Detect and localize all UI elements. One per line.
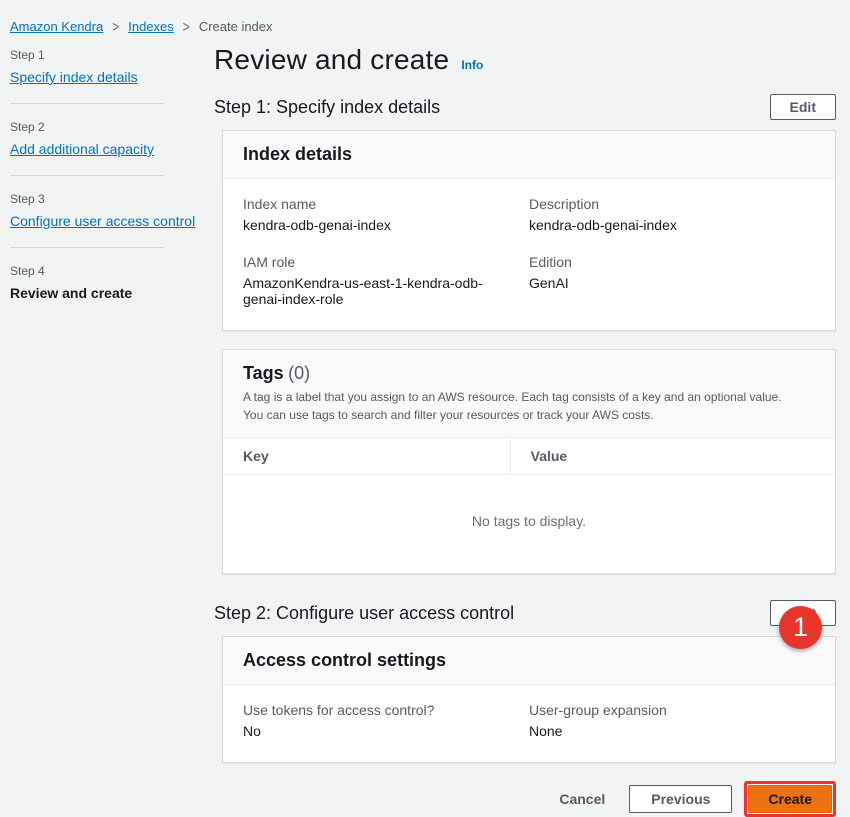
tags-column-value: Value xyxy=(530,448,568,464)
index-details-card: Index details Index name kendra-odb-gena… xyxy=(222,130,836,331)
sidebar-step-2: Step 2 Add additional capacity xyxy=(10,120,212,159)
section-2-header: Step 2: Configure user access control Ed… xyxy=(214,600,836,626)
divider xyxy=(10,175,164,176)
tags-description: A tag is a label that you assign to an A… xyxy=(243,390,782,422)
sidebar-step-1: Step 1 Specify index details xyxy=(10,48,212,87)
access-control-fields: Use tokens for access control? No User-g… xyxy=(223,685,835,762)
field-label: Use tokens for access control? xyxy=(243,702,435,718)
field-label: Edition xyxy=(529,254,572,270)
field-value: No xyxy=(243,723,261,739)
cancel-button[interactable]: Cancel xyxy=(559,791,606,807)
previous-button[interactable]: Previous xyxy=(629,785,733,813)
tags-column-key: Key xyxy=(223,438,511,474)
field-value: AmazonKendra-us-east-1-kendra-odb-genai-… xyxy=(243,275,483,307)
tags-table-header: Key Value xyxy=(223,438,835,475)
field-edition: Edition GenAI xyxy=(529,254,815,307)
sidebar-step-3: Step 3 Configure user access control xyxy=(10,192,212,231)
info-link[interactable]: Info xyxy=(461,58,484,72)
sidebar-step-1-link[interactable]: Specify index details xyxy=(10,69,138,85)
step-number-label: Step 3 xyxy=(10,192,45,206)
field-value: GenAI xyxy=(529,275,569,291)
field-use-tokens: Use tokens for access control? No xyxy=(243,702,529,739)
breadcrumb: Amazon Kendra > Indexes > Create index xyxy=(0,0,850,42)
index-details-card-header: Index details xyxy=(223,131,835,179)
page-title-row: Review and create Info xyxy=(214,44,836,76)
step-number-label: Step 4 xyxy=(10,264,45,278)
index-details-fields: Index name kendra-odb-genai-index Descri… xyxy=(223,179,835,330)
section-1-heading: Step 1: Specify index details xyxy=(214,96,441,117)
field-value: kendra-odb-genai-index xyxy=(243,217,391,233)
access-control-card: Access control settings Use tokens for a… xyxy=(222,636,836,763)
field-label: IAM role xyxy=(243,254,296,270)
tags-count: (0) xyxy=(288,363,311,383)
edit-index-details-button[interactable]: Edit xyxy=(769,94,836,120)
card-title: Index details xyxy=(243,144,353,164)
create-button-highlight-box: Create xyxy=(744,781,836,817)
field-value: kendra-odb-genai-index xyxy=(529,217,677,233)
field-label: Description xyxy=(529,196,600,212)
page-title: Review and create xyxy=(214,44,450,75)
field-iam-role: IAM role AmazonKendra-us-east-1-kendra-o… xyxy=(243,254,529,307)
tags-empty-state: No tags to display. xyxy=(471,513,587,529)
sidebar-step-3-link[interactable]: Configure user access control xyxy=(10,213,196,229)
sidebar-step-4-label: Review and create xyxy=(10,285,133,301)
page-content: Step 1 Specify index details Step 2 Add … xyxy=(0,42,850,817)
tags-card: Tags (0) A tag is a label that you assig… xyxy=(222,349,836,574)
field-description: Description kendra-odb-genai-index xyxy=(529,196,815,233)
field-index-name: Index name kendra-odb-genai-index xyxy=(243,196,529,233)
wizard-actions: Cancel Previous Create xyxy=(212,781,836,817)
tags-card-header: Tags (0) A tag is a label that you assig… xyxy=(223,350,835,438)
chevron-right-icon: > xyxy=(112,17,120,36)
step-number-label: Step 2 xyxy=(10,120,45,134)
section-1-header: Step 1: Specify index details Edit xyxy=(214,94,836,120)
card-title: Access control settings xyxy=(243,650,447,670)
step-number-label: Step 1 xyxy=(10,48,45,62)
chevron-right-icon: > xyxy=(182,17,190,36)
breadcrumb-link-indexes[interactable]: Indexes xyxy=(128,19,174,34)
access-control-card-header: Access control settings xyxy=(223,637,835,685)
field-label: User-group expansion xyxy=(529,702,667,718)
breadcrumb-current: Create index xyxy=(198,19,273,34)
annotation-step-badge: 1 xyxy=(779,606,822,649)
field-user-group-expansion: User-group expansion None xyxy=(529,702,815,739)
sidebar-step-4-current: Step 4 Review and create xyxy=(10,264,212,303)
breadcrumb-link-kendra[interactable]: Amazon Kendra xyxy=(10,19,104,34)
wizard-steps-sidebar: Step 1 Specify index details Step 2 Add … xyxy=(0,42,212,303)
field-value: None xyxy=(529,723,563,739)
divider xyxy=(10,103,164,104)
main-panel: Review and create Info Step 1: Specify i… xyxy=(212,42,850,817)
divider xyxy=(10,247,164,248)
sidebar-step-2-link[interactable]: Add additional capacity xyxy=(10,141,154,157)
create-button[interactable]: Create xyxy=(748,785,832,813)
section-2-heading: Step 2: Configure user access control xyxy=(214,602,515,623)
field-label: Index name xyxy=(243,196,317,212)
card-title: Tags xyxy=(243,363,284,383)
